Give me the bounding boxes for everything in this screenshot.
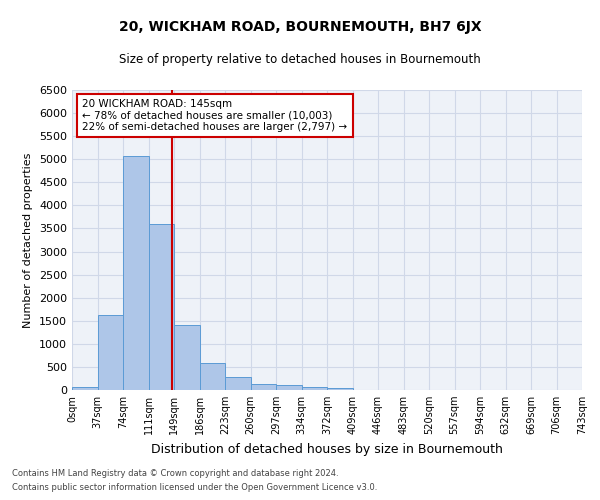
Text: 20, WICKHAM ROAD, BOURNEMOUTH, BH7 6JX: 20, WICKHAM ROAD, BOURNEMOUTH, BH7 6JX	[119, 20, 481, 34]
X-axis label: Distribution of detached houses by size in Bournemouth: Distribution of detached houses by size …	[151, 442, 503, 456]
Bar	[72, 386, 97, 390]
Bar	[174, 326, 199, 390]
Bar	[225, 376, 251, 390]
Bar	[97, 315, 123, 390]
Text: 20 WICKHAM ROAD: 145sqm
← 78% of detached houses are smaller (10,003)
22% of sem: 20 WICKHAM ROAD: 145sqm ← 78% of detache…	[82, 99, 347, 132]
Y-axis label: Number of detached properties: Number of detached properties	[23, 152, 34, 328]
Bar	[149, 224, 174, 390]
Bar	[327, 388, 353, 390]
Text: Contains HM Land Registry data © Crown copyright and database right 2024.: Contains HM Land Registry data © Crown c…	[12, 468, 338, 477]
Bar	[123, 156, 149, 390]
Text: Size of property relative to detached houses in Bournemouth: Size of property relative to detached ho…	[119, 52, 481, 66]
Text: Contains public sector information licensed under the Open Government Licence v3: Contains public sector information licen…	[12, 484, 377, 492]
Bar	[302, 387, 327, 390]
Bar	[199, 363, 225, 390]
Bar	[251, 384, 276, 390]
Bar	[276, 386, 302, 390]
